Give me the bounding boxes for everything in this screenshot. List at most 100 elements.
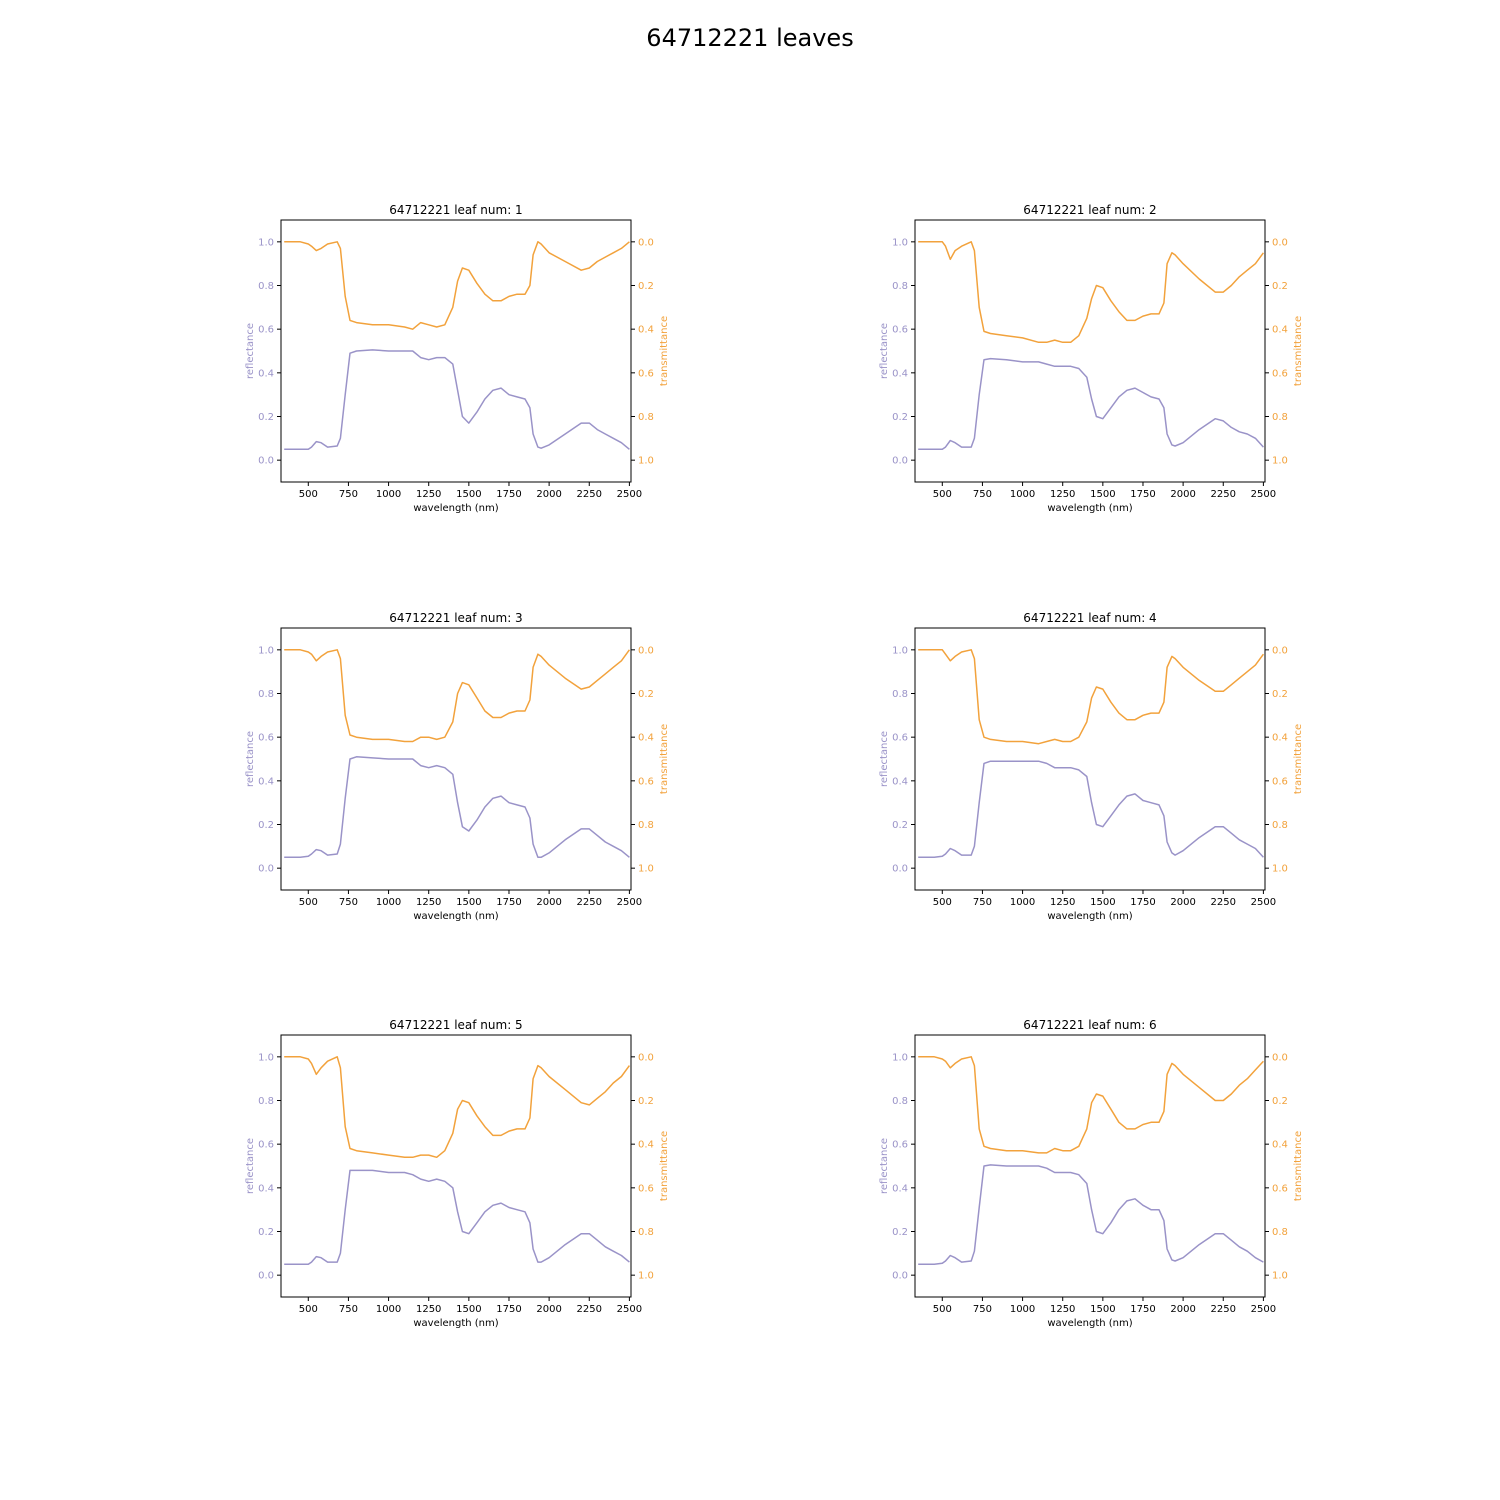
y-right-tick-label: 0.4 <box>638 733 654 744</box>
y-left-tick-label: 0.2 <box>892 412 908 423</box>
subplot-title: 64712221 leaf num: 3 <box>389 611 522 625</box>
y-right-tick-label: 0.4 <box>638 1140 654 1151</box>
x-axis-label: wavelength (nm) <box>413 911 498 922</box>
x-tick-label: 500 <box>299 489 318 500</box>
x-tick-label: 1750 <box>1130 489 1155 500</box>
y-left-tick-label: 1.0 <box>258 1052 274 1063</box>
x-tick-label: 1250 <box>416 897 441 908</box>
y-left-tick-label: 0.0 <box>258 864 274 875</box>
plot-frame <box>914 219 1266 483</box>
y-right-tick-label: 0.0 <box>1272 237 1288 248</box>
x-tick-label: 2500 <box>1251 1304 1276 1315</box>
y-left-tick-label: 1.0 <box>258 645 274 656</box>
subplot-title: 64712221 leaf num: 2 <box>1023 203 1156 217</box>
subplot-title: 64712221 leaf num: 4 <box>1023 611 1156 625</box>
y-left-tick-label: 0.0 <box>258 456 274 467</box>
x-tick-label: 2500 <box>617 1304 642 1315</box>
x-tick-label: 2000 <box>1170 1304 1195 1315</box>
x-tick-label: 1000 <box>1010 1304 1035 1315</box>
y-right-tick-label: 0.4 <box>1272 733 1288 744</box>
y-right-tick-label: 0.8 <box>638 1227 654 1238</box>
y-left-tick-label: 0.2 <box>258 412 274 423</box>
y-right-tick-label: 1.0 <box>1272 864 1288 875</box>
x-tick-label: 2250 <box>1211 897 1236 908</box>
y-right-tick-label: 0.0 <box>1272 1052 1288 1063</box>
x-tick-label: 1500 <box>456 897 481 908</box>
reflectance-line <box>284 1169 630 1266</box>
x-tick-label: 2000 <box>536 897 561 908</box>
x-tick-label: 750 <box>339 897 358 908</box>
y-right-tick-label: 0.6 <box>638 1183 654 1194</box>
y-left-tick-label: 0.2 <box>258 1227 274 1238</box>
y-right-tick-label: 0.4 <box>638 325 654 336</box>
y-right-tick-label: 0.8 <box>1272 1227 1288 1238</box>
x-tick-label: 1750 <box>496 1304 521 1315</box>
y-left-tick-label: 0.0 <box>892 456 908 467</box>
subplot-title: 64712221 leaf num: 6 <box>1023 1018 1156 1032</box>
y-right-tick-label: 0.2 <box>638 281 654 292</box>
x-tick-label: 2000 <box>536 1304 561 1315</box>
y-right-axis-label: transmittance <box>1293 316 1304 386</box>
y-left-tick-label: 1.0 <box>892 1052 908 1063</box>
x-tick-label: 750 <box>339 1304 358 1315</box>
x-axis-label: wavelength (nm) <box>1047 1318 1132 1329</box>
y-left-tick-label: 0.8 <box>892 1096 908 1107</box>
subplot-3: 500 750 1000 1250 1500 1750 2000 2250 2500 0.0 0.2… <box>245 611 670 922</box>
x-axis-label: wavelength (nm) <box>1047 503 1132 514</box>
transmittance-line <box>918 649 1265 745</box>
y-left-tick-label: 0.4 <box>258 1183 274 1194</box>
x-tick-label: 1750 <box>1130 897 1155 908</box>
x-tick-label: 1250 <box>416 489 441 500</box>
x-tick-label: 750 <box>339 489 358 500</box>
reflectance-line <box>284 756 630 859</box>
y-left-tick-label: 1.0 <box>892 237 908 248</box>
x-tick-label: 1250 <box>1050 489 1075 500</box>
reflectance-line <box>918 357 1264 451</box>
x-tick-label: 1500 <box>456 1304 481 1315</box>
x-tick-label: 2500 <box>617 897 642 908</box>
x-tick-label: 2500 <box>1251 897 1276 908</box>
x-tick-label: 1000 <box>376 489 401 500</box>
y-left-tick-label: 0.2 <box>892 820 908 831</box>
x-tick-label: 2000 <box>1170 897 1195 908</box>
x-tick-label: 1250 <box>1050 1304 1075 1315</box>
x-tick-label: 1000 <box>376 1304 401 1315</box>
y-left-tick-label: 0.6 <box>892 325 908 336</box>
y-left-tick-label: 0.8 <box>258 281 274 292</box>
subplot-title: 64712221 leaf num: 5 <box>389 1018 522 1032</box>
y-right-tick-label: 0.6 <box>1272 776 1288 787</box>
y-right-tick-label: 0.8 <box>1272 820 1288 831</box>
y-right-tick-label: 0.2 <box>1272 689 1288 700</box>
y-right-tick-label: 0.0 <box>638 645 654 656</box>
y-right-tick-label: 0.2 <box>638 1096 654 1107</box>
transmittance-line <box>918 1056 1264 1154</box>
x-tick-label: 1250 <box>416 1304 441 1315</box>
y-left-tick-label: 0.0 <box>258 1271 274 1282</box>
y-left-tick-label: 0.6 <box>258 325 274 336</box>
y-right-tick-label: 0.8 <box>638 412 654 423</box>
x-tick-label: 2500 <box>617 489 642 500</box>
x-tick-label: 1750 <box>496 897 521 908</box>
y-left-tick-label: 0.6 <box>892 1140 908 1151</box>
y-right-tick-label: 0.8 <box>1272 412 1288 423</box>
x-tick-label: 2250 <box>1211 489 1236 500</box>
y-right-tick-label: 0.6 <box>1272 1183 1288 1194</box>
y-left-axis-label: reflectance <box>245 323 256 379</box>
x-tick-label: 2000 <box>1170 489 1195 500</box>
plot-frame <box>280 219 632 483</box>
y-left-tick-label: 0.8 <box>892 281 908 292</box>
y-right-axis-label: transmittance <box>1293 1131 1304 1201</box>
x-tick-label: 1000 <box>1010 489 1035 500</box>
y-left-tick-label: 0.8 <box>258 1096 274 1107</box>
x-tick-label: 2250 <box>577 897 602 908</box>
y-left-tick-label: 0.2 <box>892 1227 908 1238</box>
x-tick-label: 1750 <box>496 489 521 500</box>
plot-frame <box>914 627 1266 891</box>
y-left-tick-label: 0.6 <box>258 1140 274 1151</box>
x-tick-label: 750 <box>973 489 992 500</box>
y-left-tick-label: 0.4 <box>258 776 274 787</box>
y-right-tick-label: 1.0 <box>1272 1271 1288 1282</box>
y-left-tick-label: 0.0 <box>892 1271 908 1282</box>
y-right-tick-label: 0.6 <box>638 368 654 379</box>
